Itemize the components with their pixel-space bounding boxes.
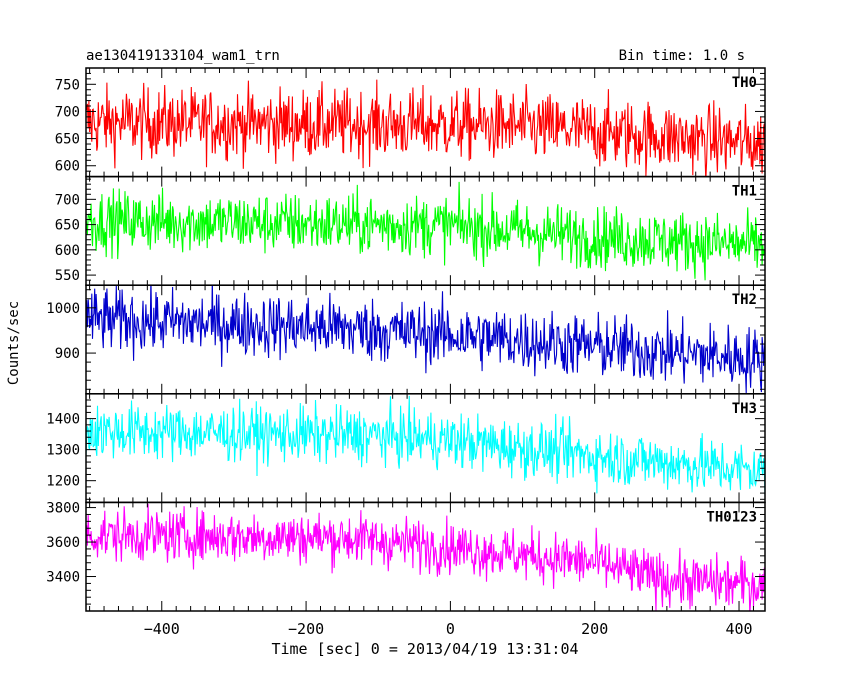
x-tick-label: −200 (288, 620, 324, 638)
y-tick-label: 3400 (46, 570, 80, 586)
y-tick-label: 900 (55, 346, 80, 362)
panel-th0123: 3400 3600 3800 TH0123 (46, 501, 766, 612)
x-axis-label: Time [sec] 0 = 2013/04/19 13:31:04 (271, 640, 578, 658)
panel-th0: 600 650 700 750 TH0 (55, 67, 766, 178)
panel-label-th3: TH3 (732, 401, 757, 417)
panel-label-th1: TH1 (732, 184, 757, 200)
series-line-th0123 (86, 503, 765, 611)
y-tick-label: 3800 (46, 501, 80, 517)
panel-th2: 900 1000 TH2 (46, 284, 766, 395)
panel-group: 600 650 700 750 TH0 550 600 650 700 TH1 900 1000 TH2… (46, 67, 766, 638)
y-tick-label: 3600 (46, 535, 80, 551)
y-tick-label: 700 (55, 104, 80, 120)
y-tick-label: 750 (55, 77, 80, 93)
x-tick-label: 200 (581, 620, 608, 638)
y-tick-label: 1200 (46, 474, 80, 490)
bin-time-label: Bin time: 1.0 s (619, 48, 745, 64)
panel-frame (85, 501, 766, 612)
y-tick-label: 1000 (46, 301, 80, 317)
panel-th3: 1200 1300 1400 TH3 (46, 393, 766, 504)
observation-id-label: ae130419133104_wam1_trn (86, 48, 280, 64)
y-tick-label: 600 (55, 243, 80, 259)
panel-frame (85, 393, 766, 504)
y-tick-label: 650 (55, 218, 80, 234)
x-tick-label: 0 (446, 620, 455, 638)
y-tick-label: 1300 (46, 443, 80, 459)
panel-label-th0123: TH0123 (706, 509, 757, 525)
series-line-th3 (86, 395, 765, 496)
x-tick-label: 400 (725, 620, 752, 638)
x-tick-label: −400 (144, 620, 180, 638)
y-axis-label: Counts/sec (6, 301, 22, 385)
y-tick-label: 1400 (46, 412, 80, 428)
y-tick-label: 650 (55, 132, 80, 148)
series-line-th2 (86, 285, 765, 394)
y-tick-label: 550 (55, 268, 80, 284)
series-line-th1 (86, 181, 765, 281)
series-line-th0 (86, 79, 765, 177)
y-tick-label: 600 (55, 159, 80, 175)
panel-label-th0: TH0 (732, 75, 757, 91)
y-tick-label: 700 (55, 192, 80, 208)
panel-label-th2: TH2 (732, 292, 757, 308)
panel-th1: 550 600 650 700 TH1 (55, 175, 766, 286)
